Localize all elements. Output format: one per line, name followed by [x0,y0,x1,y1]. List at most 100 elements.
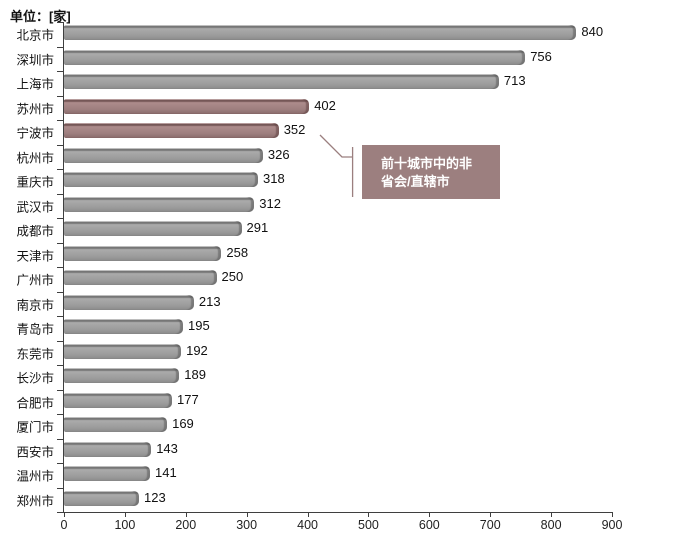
bar [64,319,183,334]
bar-row: 上海市 713 [16,71,612,96]
category-label: 厦门市 [16,420,54,435]
bar-row: 深圳市 756 [16,47,612,72]
bar-row: 南京市 213 [16,292,612,317]
value-label: 312 [259,195,281,211]
x-axis-tick-label: 700 [479,518,501,532]
x-axis-tick-label: 100 [114,518,136,532]
category-label: 合肥市 [16,396,54,411]
y-axis-tick [57,242,63,244]
category-label: 成都市 [16,224,54,239]
y-axis-tick [57,22,63,23]
x-axis-tick [307,512,309,517]
value-label: 250 [221,269,244,284]
value-label: 402 [314,97,336,113]
bar [64,417,168,432]
y-axis-tick [57,316,63,317]
value-label: 713 [503,73,526,88]
category-label: 青岛市 [16,322,54,337]
y-axis-tick [57,95,63,97]
bar [64,221,242,236]
bar-row: 合肥市 177 [16,390,612,415]
bar-row: 成都市 291 [16,218,612,243]
y-axis-tick [57,389,63,391]
x-axis-tick [64,512,65,517]
y-axis-tick [57,414,63,415]
bar [64,196,255,212]
category-label: 上海市 [16,77,54,92]
bar-row: 宁波市 352 [16,120,612,145]
bar [64,74,499,89]
chart-title: 单位：[家] [10,9,71,24]
value-label: 318 [263,171,285,186]
y-axis-tick [57,169,63,170]
value-label: 123 [144,489,166,505]
y-axis-tick [57,365,63,366]
value-label: 258 [226,244,249,260]
bar-highlighted [64,123,279,138]
x-axis-tick [185,512,187,517]
x-axis-tick [124,512,126,517]
x-axis-tick-label: 500 [358,518,379,532]
x-axis-tick-label: 400 [297,518,318,532]
bar-row: 武汉市 312 [16,194,612,219]
x-axis-tick [368,512,370,517]
y-axis-tick [57,291,63,293]
category-label: 苏州市 [16,102,54,117]
value-label: 326 [267,146,290,162]
y-axis-tick [57,487,63,489]
bar-row: 长沙市 189 [16,365,612,390]
value-label: 141 [155,465,177,480]
value-label: 213 [198,293,221,309]
bar-row: 广州市 250 [16,267,612,292]
category-label: 杭州市 [16,151,54,166]
y-axis-tick [57,120,63,121]
category-label: 宁波市 [16,126,54,141]
category-label: 广州市 [16,273,54,288]
category-label: 天津市 [16,249,54,264]
bar-row: 重庆市 318 [16,169,612,194]
y-axis-tick [57,512,63,513]
x-axis-tick [490,512,492,517]
y-axis-tick [57,438,63,440]
bar-row: 杭州市 326 [16,145,612,170]
bar [64,343,182,359]
bar-row: 郑州市 123 [16,488,612,513]
bar [64,270,217,285]
x-axis-tick [246,512,248,517]
y-axis-tick [57,340,63,342]
category-label: 深圳市 [16,53,54,68]
y-axis-tick [57,46,63,48]
value-label: 756 [530,48,552,64]
plot-area: 北京市 840 深圳市 756 上海市 713 苏州市 402 宁波市 352 杭州市 326 重庆市 3… [16,22,622,532]
bar-highlighted [64,98,310,114]
bar [64,368,180,383]
value-label: 291 [246,220,269,235]
value-label: 169 [172,416,194,431]
y-axis-tick [57,193,63,195]
bar-row: 厦门市 169 [16,414,612,439]
bar-row: 北京市 840 [16,22,612,47]
value-label: 192 [186,342,208,358]
bar [64,49,526,65]
bar [64,245,222,261]
y-axis-tick [57,144,63,146]
annotation-box: 前十城市中的非 省会/直辖市 [362,145,500,199]
x-axis-tick [429,512,431,517]
bar [64,147,263,163]
x-axis-tick-label: 200 [175,518,197,532]
bar-rows: 北京市 840 深圳市 756 上海市 713 苏州市 402 宁波市 352 杭州市 326 重庆市 3… [16,22,612,513]
x-axis-tick [612,512,613,517]
x-axis-tick-label: 600 [418,518,440,532]
annotation-line-2: 省会/直辖市 [381,174,450,189]
bar-row: 青岛市 195 [16,316,612,341]
category-label: 武汉市 [16,200,54,215]
bar [64,294,194,310]
x-axis-tick-label: 300 [236,518,258,532]
value-label: 143 [156,440,178,456]
category-label: 温州市 [16,469,54,484]
value-label: 840 [581,24,604,39]
x-axis-tick-label: 0 [60,518,68,532]
bar-row: 东莞市 192 [16,341,612,366]
bar [64,441,152,457]
